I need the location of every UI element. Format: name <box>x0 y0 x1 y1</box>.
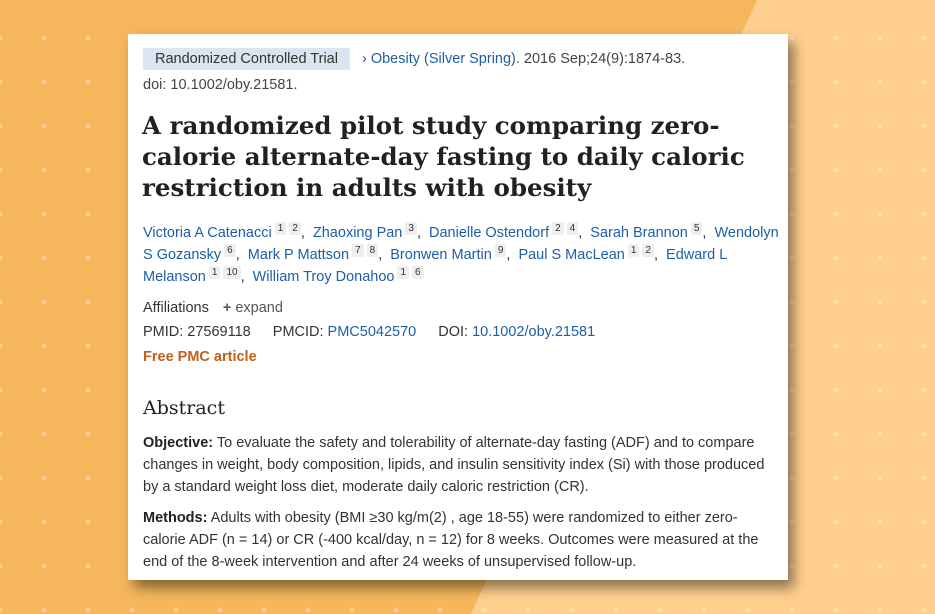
pmid-value: 27569118 <box>187 324 251 340</box>
abstract-objective: Objective: To evaluate the safety and to… <box>143 432 775 498</box>
free-pmc-article-link[interactable]: Free PMC article <box>143 349 257 365</box>
journal-link[interactable]: › Obesity (Silver Spring) <box>362 51 516 67</box>
affiliation-number[interactable]: 7 <box>352 244 364 258</box>
expand-affiliations-button[interactable]: + expand <box>223 300 283 316</box>
affiliations-label: Affiliations <box>143 300 209 316</box>
author-link[interactable]: Victoria A Catenacci <box>143 225 272 241</box>
author-link[interactable]: Zhaoxing Pan <box>312 225 403 241</box>
pmid-label: PMID: <box>143 324 184 340</box>
affiliation-number[interactable]: 9 <box>494 244 507 258</box>
doi-link[interactable]: 10.1002/oby.21581 <box>472 324 596 340</box>
affiliation-number[interactable]: 5 <box>690 222 703 236</box>
affiliation-number[interactable]: 1 <box>397 266 410 280</box>
chevron-right-icon: › <box>361 51 367 67</box>
publication-type-badge: Randomized Controlled Trial <box>143 48 350 70</box>
citation-date: . 2016 Sep;24(9):1874-83. <box>515 51 686 67</box>
author-link[interactable]: Bronwen Martin <box>390 247 492 263</box>
affiliation-number[interactable]: 1 <box>627 244 640 258</box>
affiliation-number[interactable]: 3 <box>405 222 417 236</box>
author-link[interactable]: William Troy Donahoo <box>252 269 395 285</box>
affiliation-number[interactable]: 6 <box>224 244 236 258</box>
affiliations-row: Affiliations + expand <box>143 300 283 316</box>
methods-text: Adults with obesity (BMI ≥30 kg/m(2) , a… <box>143 510 759 570</box>
affiliation-number[interactable]: 4 <box>566 222 579 236</box>
objective-label: Objective: <box>143 435 214 451</box>
affiliation-number[interactable]: 8 <box>366 244 379 258</box>
affiliation-number[interactable]: 1 <box>208 266 221 280</box>
affiliation-number[interactable]: 2 <box>642 244 654 258</box>
abstract-heading: Abstract <box>143 397 225 419</box>
identifiers-row: PMID: 27569118 PMCID: PMC5042570 DOI: 10.10… <box>143 324 595 340</box>
author-link[interactable]: Edward L Melanson <box>143 247 727 285</box>
affiliation-number[interactable]: 10 <box>223 266 241 280</box>
pmcid-label: PMCID: <box>272 324 324 340</box>
pmcid-link[interactable]: PMC5042570 <box>327 324 417 340</box>
author-link[interactable]: Mark P Mattson <box>247 247 350 263</box>
author-link[interactable]: Danielle Ostendorf <box>429 225 550 241</box>
abstract-methods: Methods: Adults with obesity (BMI ≥30 kg… <box>143 507 775 573</box>
methods-label: Methods: <box>143 510 208 526</box>
affiliation-number[interactable]: 2 <box>552 222 564 236</box>
doi-line: doi: 10.1002/oby.21581. <box>143 77 298 93</box>
article-card: Randomized Controlled Trial › Obesity (Si… <box>128 34 788 580</box>
affiliation-number[interactable]: 2 <box>289 222 301 236</box>
citation-row: Randomized Controlled Trial › Obesity (Si… <box>143 48 685 70</box>
journal-name[interactable]: Obesity (Silver Spring) <box>370 51 516 67</box>
author-link[interactable]: Sarah Brannon <box>590 225 688 241</box>
article-title: A randomized pilot study comparing zero-… <box>142 111 745 202</box>
objective-text: To evaluate the safety and tolerability … <box>143 435 765 495</box>
author-list: Victoria A Catenacci 1 2, Zhaoxing Pan 3, D… <box>143 222 779 285</box>
plus-icon: + <box>222 300 232 316</box>
author-link[interactable]: Paul S MacLean <box>518 247 625 263</box>
expand-label[interactable]: expand <box>235 300 283 316</box>
doi-label: DOI: <box>438 324 469 340</box>
affiliation-number[interactable]: 6 <box>412 266 424 280</box>
author-link[interactable]: Wendolyn S Gozansky <box>143 225 779 263</box>
affiliation-number[interactable]: 1 <box>274 222 287 236</box>
